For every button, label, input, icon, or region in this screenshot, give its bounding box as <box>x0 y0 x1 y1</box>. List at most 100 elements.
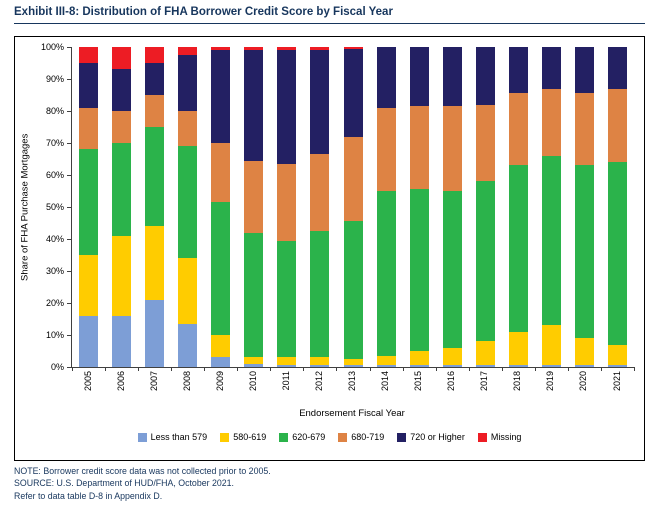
x-tick-mark <box>336 367 338 371</box>
y-tick-label: 0% <box>50 362 64 372</box>
bar-column-2009 <box>204 47 237 367</box>
bar-column-2017 <box>469 47 502 367</box>
x-tick-label: 2015 <box>413 371 424 392</box>
bar-segment-missing <box>310 47 330 51</box>
bar-segment-680-719 <box>376 107 396 192</box>
bar-segment-580-619 <box>442 347 462 366</box>
x-tick-label: 2020 <box>578 371 589 392</box>
bar-segment-720-or-higher <box>608 47 628 89</box>
bar-segment-less-than-579 <box>112 315 132 367</box>
chart-frame: Share of FHA Purchase Mortgages 0% 10% 20%… <box>14 36 645 461</box>
bar-segment-less-than-579 <box>343 365 363 367</box>
bar-segment-680-719 <box>310 154 330 232</box>
bar-segment-less-than-579 <box>475 365 495 367</box>
y-tick-mark <box>67 111 71 112</box>
x-tick-mark <box>501 367 503 371</box>
bar-segment-580-619 <box>79 255 99 316</box>
bar-segment-620-679 <box>277 240 297 358</box>
bar-segment-less-than-579 <box>541 365 561 367</box>
bar-segment-620-679 <box>442 191 462 348</box>
x-tick-slot: 2019 <box>534 371 567 405</box>
bar-segment-580-619 <box>541 325 561 366</box>
stacked-bar-2006 <box>112 47 132 367</box>
x-tick-label: 2010 <box>247 371 258 392</box>
legend-item-720-or-higher: 720 or Higher <box>397 432 465 442</box>
bar-segment-missing <box>211 47 231 51</box>
x-tick-slot: 2018 <box>501 371 534 405</box>
bar-segment-less-than-579 <box>409 365 429 367</box>
bar-segment-680-719 <box>178 111 198 147</box>
bar-segment-less-than-579 <box>442 365 462 367</box>
legend-swatch <box>477 432 487 442</box>
stacked-bar-2009 <box>211 47 231 367</box>
bar-segment-missing <box>112 47 132 70</box>
bar-column-2011 <box>270 47 303 367</box>
x-tick-label: 2018 <box>512 371 523 392</box>
source-line: SOURCE: U.S. Department of HUD/FHA, Octo… <box>14 478 234 489</box>
bar-segment-less-than-579 <box>310 365 330 367</box>
bar-segment-720-or-higher <box>145 63 165 96</box>
x-tick-slot: 2010 <box>236 371 269 405</box>
bar-column-2005 <box>72 47 105 367</box>
x-tick-mark <box>237 367 239 371</box>
x-tick-slot: 2011 <box>269 371 302 405</box>
x-tick-mark <box>634 367 635 371</box>
bar-segment-620-679 <box>79 149 99 256</box>
bar-segment-less-than-579 <box>178 323 198 367</box>
stacked-bar-2019 <box>541 47 561 367</box>
x-tick-label: 2021 <box>611 371 622 392</box>
bar-segment-680-719 <box>244 160 264 233</box>
x-tick-mark <box>204 367 206 371</box>
x-tick-mark <box>72 367 73 371</box>
legend-swatch <box>338 432 348 442</box>
y-axis-title: Share of FHA Purchase Mortgages <box>19 133 31 281</box>
bar-segment-620-679 <box>244 232 264 358</box>
x-tick-label: 2014 <box>380 371 391 392</box>
y-tick-mark <box>67 335 71 336</box>
y-tick-label: 70% <box>45 138 64 148</box>
bar-segment-720-or-higher <box>475 47 495 105</box>
x-tick-mark <box>303 367 305 371</box>
y-tick-mark <box>67 143 71 144</box>
bar-column-2018 <box>502 47 535 367</box>
x-tick-slot: 2020 <box>567 371 600 405</box>
bar-segment-720-or-higher <box>508 47 528 94</box>
bar-segment-680-719 <box>541 88 561 156</box>
stacked-bar-2013 <box>343 47 363 367</box>
bar-segment-620-679 <box>409 189 429 352</box>
y-tick-label: 60% <box>45 170 64 180</box>
x-tick-label: 2009 <box>214 371 225 392</box>
bar-segment-580-619 <box>310 357 330 366</box>
x-tick-slot: 2005 <box>71 371 104 405</box>
stacked-bar-2007 <box>145 47 165 367</box>
bar-segment-680-719 <box>343 136 363 222</box>
bar-segment-720-or-higher <box>112 69 132 112</box>
y-tick-mark <box>67 367 71 368</box>
bar-segment-580-619 <box>145 226 165 300</box>
bar-segment-less-than-579 <box>574 365 594 367</box>
bar-segment-missing <box>145 47 165 64</box>
x-tick-mark <box>138 367 140 371</box>
bar-column-2021 <box>601 47 634 367</box>
bar-segment-620-679 <box>541 155 561 326</box>
bar-segment-580-619 <box>475 341 495 366</box>
bar-segment-720-or-higher <box>244 50 264 161</box>
legend-label: 620-679 <box>292 432 326 442</box>
bar-segment-680-719 <box>475 104 495 182</box>
stacked-bar-2005 <box>79 47 99 367</box>
y-tick-label: 80% <box>45 106 64 116</box>
plot-area <box>72 47 634 367</box>
bar-segment-680-719 <box>79 107 99 150</box>
legend-label: Missing <box>490 432 522 442</box>
bar-column-2014 <box>370 47 403 367</box>
bar-segment-620-679 <box>608 162 628 345</box>
x-tick-label: 2011 <box>280 371 291 391</box>
legend-item-missing: Missing <box>477 432 522 442</box>
bar-segment-less-than-579 <box>277 365 297 367</box>
y-tick-mark <box>67 303 71 304</box>
bar-segment-680-719 <box>508 93 528 166</box>
bar-segment-580-619 <box>343 359 363 366</box>
x-tick-slot: 2017 <box>468 371 501 405</box>
legend-label: Less than 579 <box>150 432 208 442</box>
stacked-bar-2020 <box>574 47 594 367</box>
